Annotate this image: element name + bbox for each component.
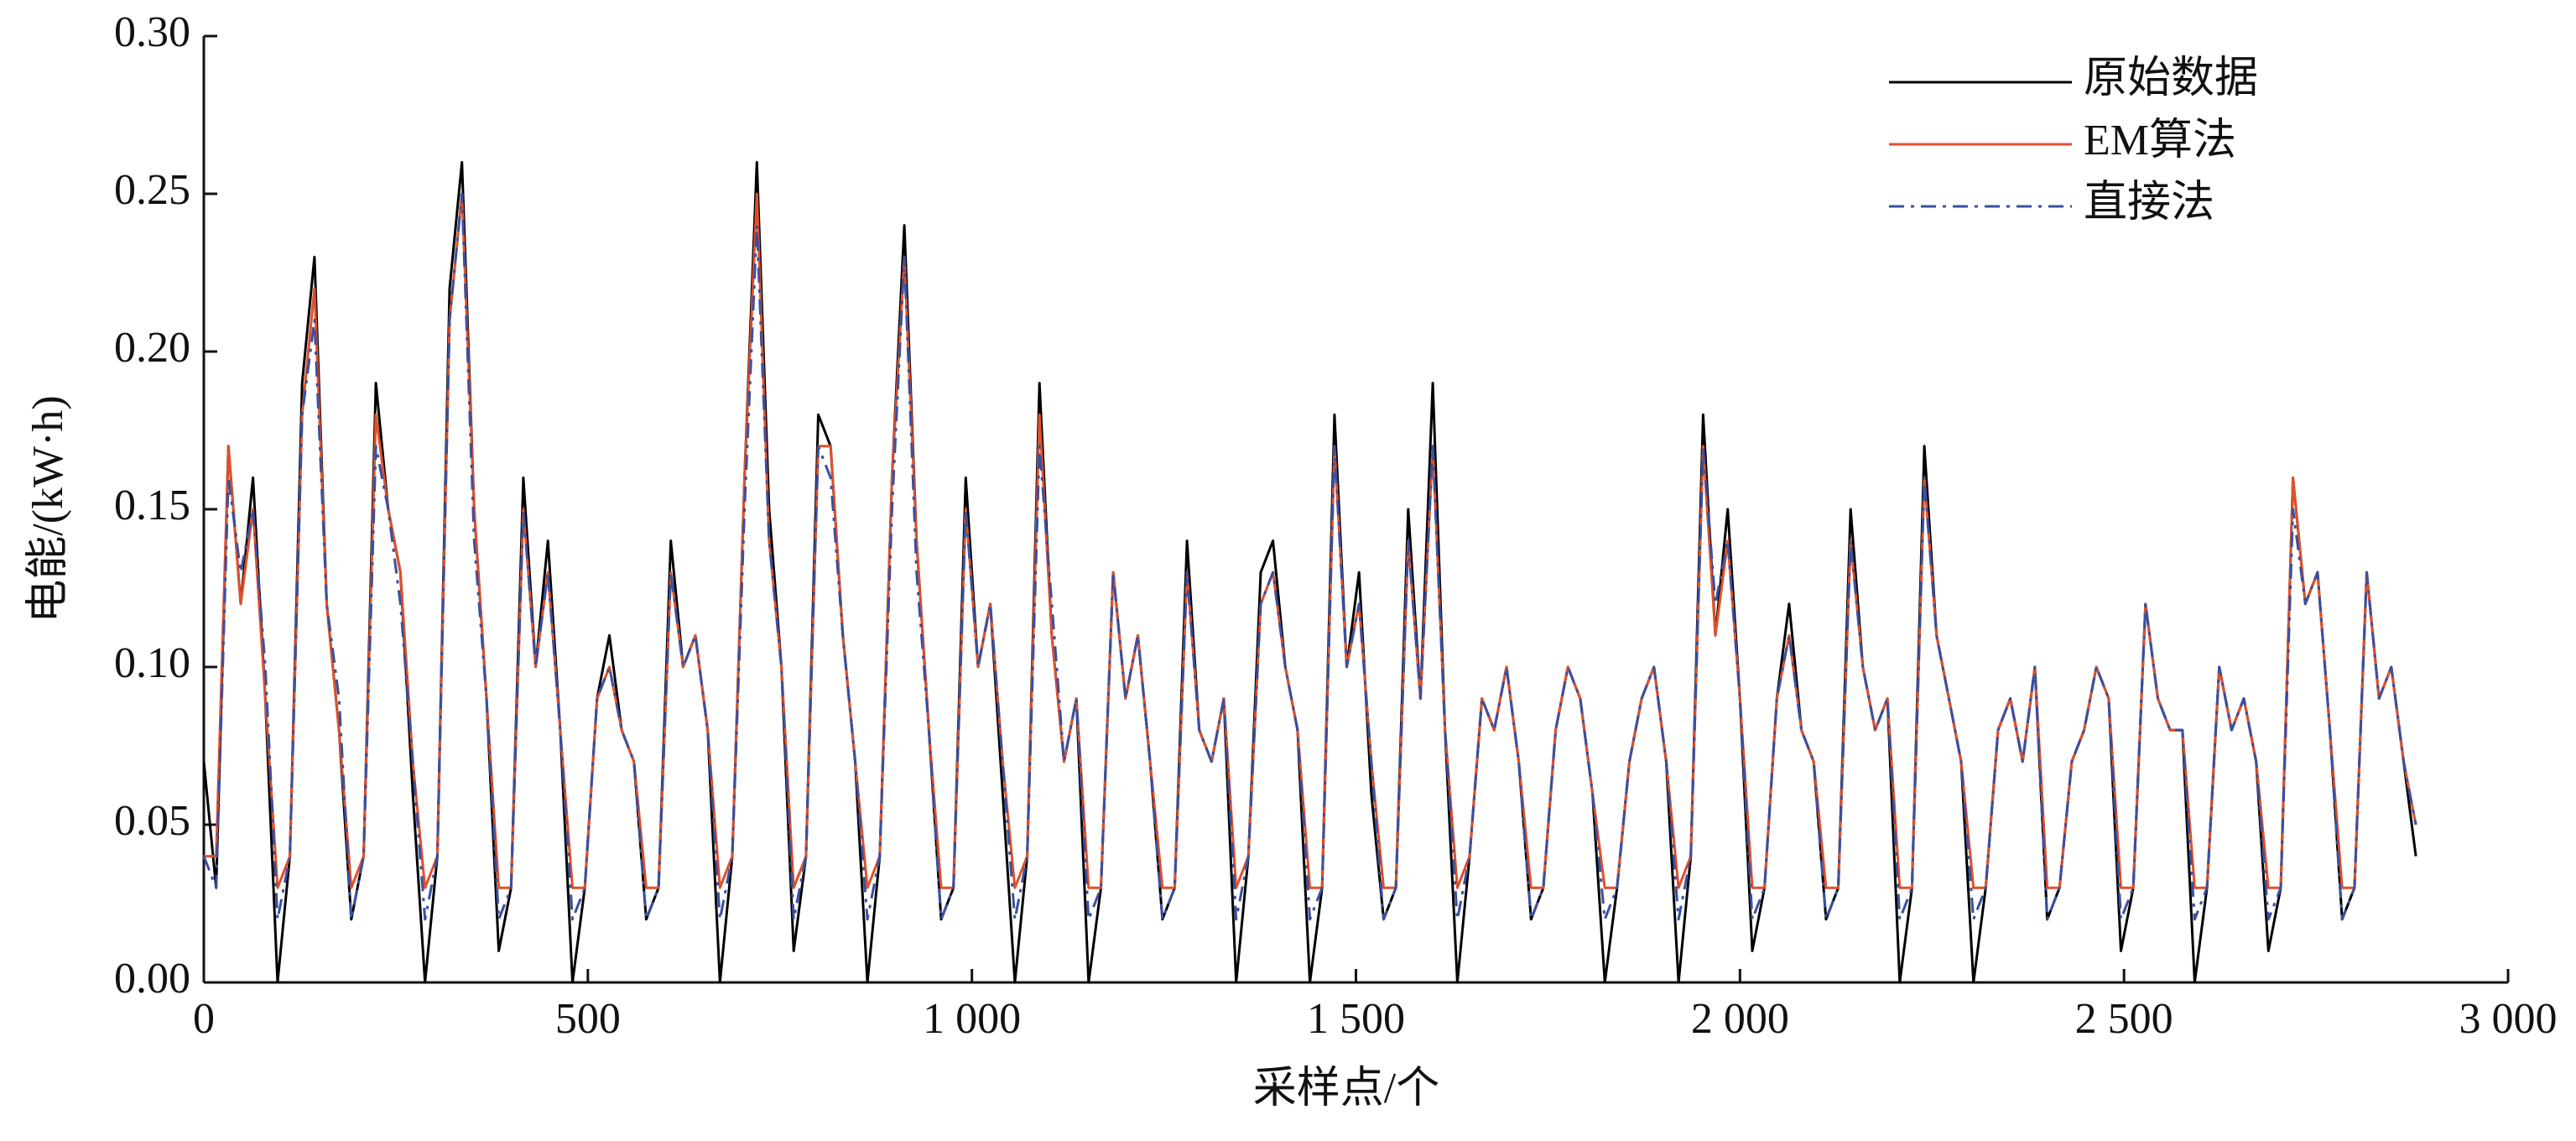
data-line [204, 192, 2417, 889]
legend-label: 直接法 [2084, 179, 2214, 227]
y-tick-label: 0.15 [114, 482, 190, 529]
x-tick-label: 1 000 [923, 995, 1021, 1043]
x-tick-label: 2 500 [2075, 995, 2173, 1043]
legend-label: 原始数据 [2084, 55, 2258, 102]
y-axis-label: 电能/(kW·h) [24, 395, 72, 623]
x-tick-label: 0 [193, 995, 215, 1043]
legend-label: EM算法 [2084, 117, 2236, 164]
y-tick-label: 0.10 [114, 639, 190, 687]
data-line [202, 160, 2417, 984]
x-tick-label: 2 000 [1691, 995, 1789, 1043]
y-tick-label: 0.30 [114, 8, 190, 56]
x-tick-label: 1 500 [1307, 995, 1405, 1043]
y-tick-label: 0.05 [114, 797, 190, 845]
x-tick-label: 500 [555, 995, 621, 1043]
data-line [202, 192, 2417, 921]
y-tick-label: 0.25 [114, 166, 190, 214]
y-tick-label: 0.20 [114, 324, 190, 372]
x-tick-label: 3 000 [2459, 995, 2558, 1043]
x-axis-label: 采样点/个 [1253, 1065, 1439, 1112]
y-tick-label: 0.00 [114, 955, 190, 1003]
